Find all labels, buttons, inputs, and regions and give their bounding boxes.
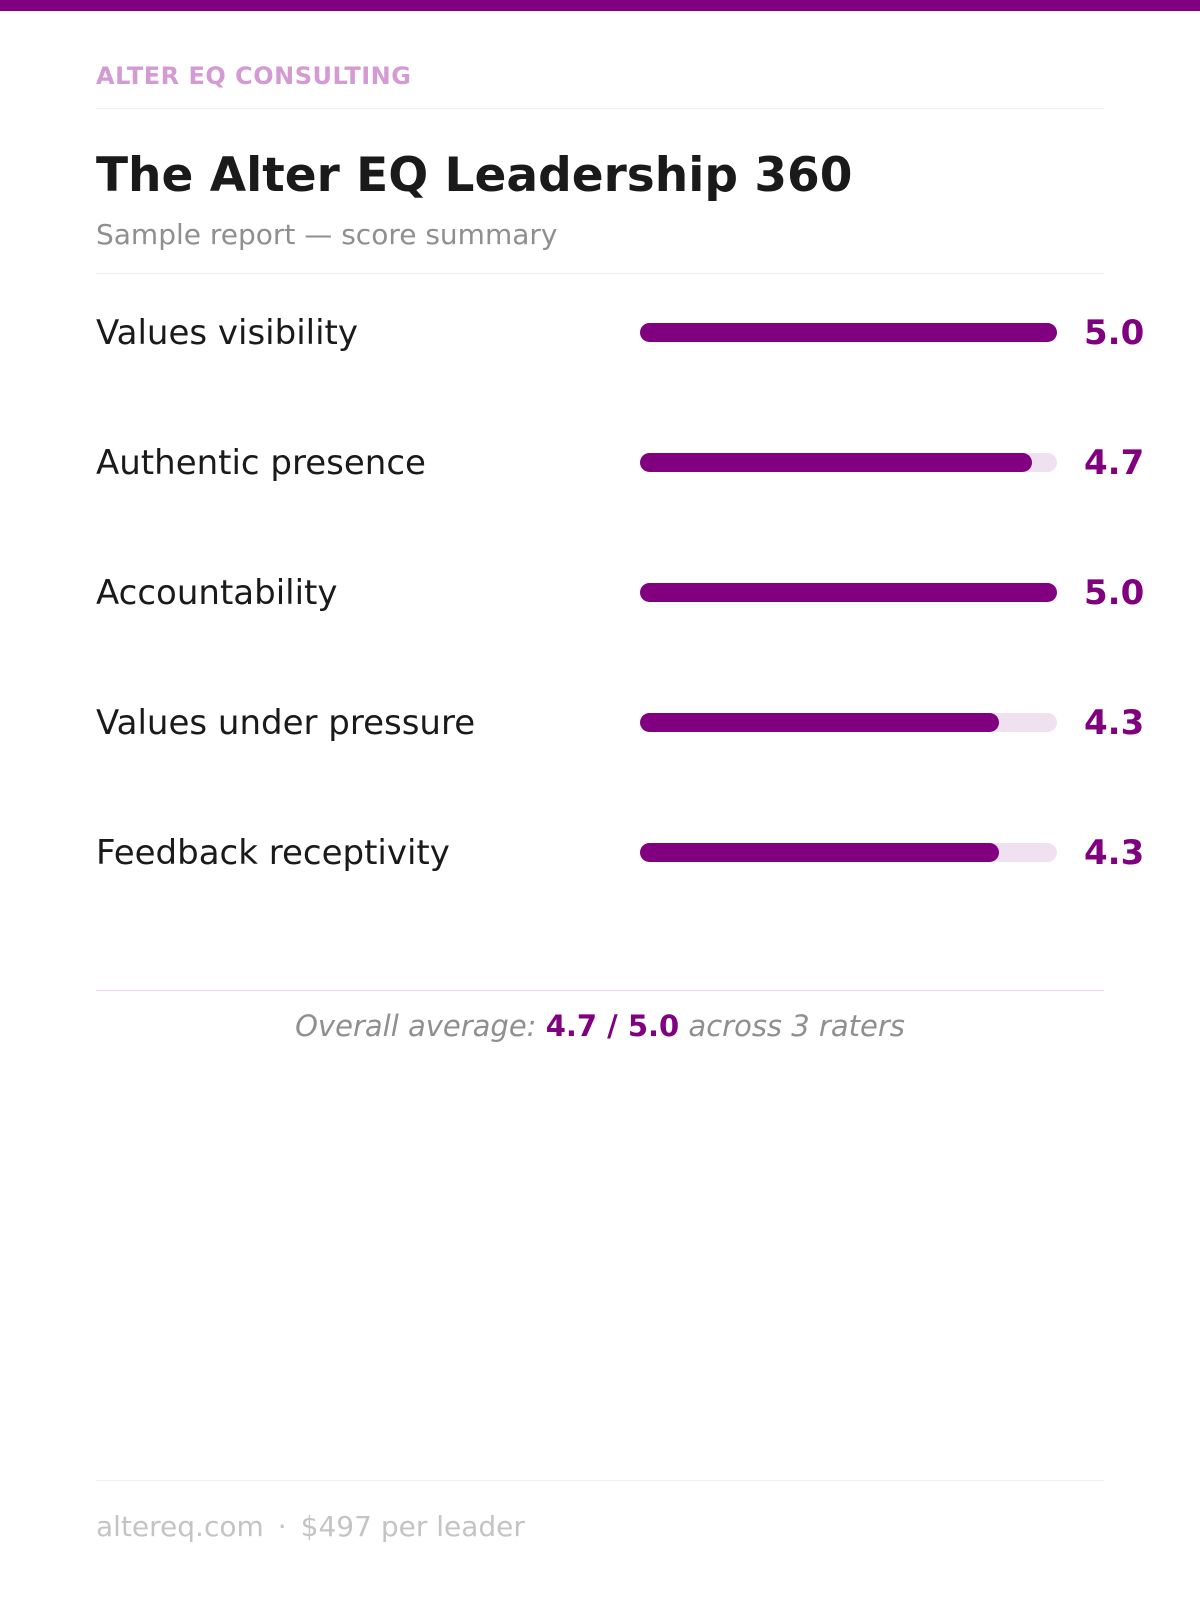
score-label: Accountability <box>96 573 338 613</box>
score-bar <box>640 453 1032 472</box>
footer: altereq.com · $497 per leader <box>96 1510 525 1544</box>
summary-divider <box>96 990 1104 991</box>
header-divider <box>96 108 1104 109</box>
top-accent-bar <box>0 0 1200 11</box>
score-bar <box>640 323 1057 342</box>
page-subtitle: Sample report — score summary <box>96 218 558 251</box>
score-row: Values under pressure 4.3 <box>96 698 1156 748</box>
score-value: 5.0 <box>1084 573 1145 613</box>
score-label: Values visibility <box>96 313 358 353</box>
score-bar <box>640 583 1057 602</box>
summary-value: 4.7 / 5.0 <box>545 1009 680 1043</box>
summary-suffix: across 3 raters <box>679 1009 905 1043</box>
score-bar-track <box>640 453 1057 472</box>
score-bar-track <box>640 713 1057 732</box>
footer-website: altereq.com <box>96 1510 264 1543</box>
score-value: 5.0 <box>1084 313 1145 353</box>
score-value: 4.7 <box>1084 443 1145 483</box>
score-bar <box>640 713 999 732</box>
score-bar-track <box>640 323 1057 342</box>
footer-price: $497 per leader <box>300 1510 525 1543</box>
score-value: 4.3 <box>1084 833 1145 873</box>
summary-prefix: Overall average: <box>295 1009 546 1043</box>
footer-separator: · <box>277 1510 287 1543</box>
overall-average: Overall average: 4.7 / 5.0 across 3 rate… <box>96 1008 1104 1044</box>
score-row: Authentic presence 4.7 <box>96 438 1156 488</box>
score-bar-track <box>640 583 1057 602</box>
score-label: Feedback receptivity <box>96 833 450 873</box>
score-bar-track <box>640 843 1057 862</box>
title-divider <box>96 273 1104 274</box>
brand-name: ALTER EQ CONSULTING <box>96 62 412 90</box>
score-row: Values visibility 5.0 <box>96 308 1156 358</box>
score-row: Feedback receptivity 4.3 <box>96 828 1156 878</box>
page-title: The Alter EQ Leadership 360 <box>96 148 853 203</box>
footer-divider <box>96 1480 1104 1481</box>
score-value: 4.3 <box>1084 703 1145 743</box>
score-label: Authentic presence <box>96 443 426 483</box>
score-row: Accountability 5.0 <box>96 568 1156 618</box>
score-bar <box>640 843 999 862</box>
score-label: Values under pressure <box>96 703 476 743</box>
